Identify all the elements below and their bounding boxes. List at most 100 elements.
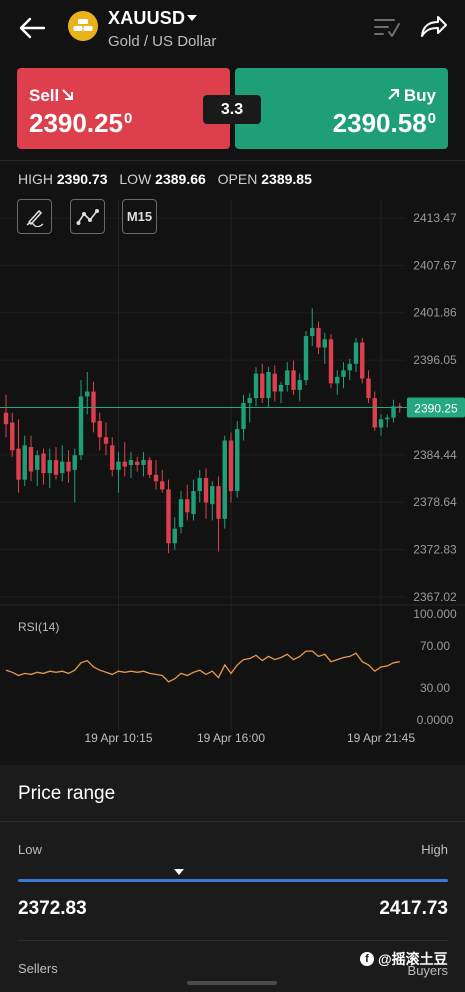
time-axis-label: 19 Apr 21:45 (347, 731, 415, 745)
candle-body (197, 478, 202, 492)
drawing-tool-button[interactable] (17, 199, 52, 234)
candle-body (3, 412, 9, 425)
arrow-up-right-icon (388, 89, 399, 100)
gold-bars-icon (68, 11, 98, 41)
candle-body (397, 406, 402, 408)
range-track (18, 879, 448, 882)
price-axis-label: 2407.67 (413, 258, 457, 272)
daily-stats: HIGH 2390.73 LOW 2389.66 OPEN 2389.85 (18, 171, 320, 187)
social-logo-icon: f (360, 952, 374, 966)
candle-body (103, 437, 109, 444)
candle-body (153, 474, 159, 482)
candle-body (372, 398, 377, 428)
candle-body (10, 422, 15, 451)
range-high-value: 2417.73 (379, 898, 448, 919)
buy-button[interactable]: Buy 2390.580 (235, 68, 448, 149)
candle-body (235, 429, 240, 492)
candle-body (178, 499, 184, 527)
candle-body (341, 370, 346, 377)
candle-body (291, 370, 296, 390)
current-price-tag (407, 397, 465, 418)
symbol-title[interactable]: XAUUSD (108, 8, 186, 28)
candle-body (172, 528, 177, 544)
sell-price-main: 2390.25 (29, 108, 123, 138)
candle-body (166, 489, 171, 544)
header: XAUUSD Gold / US Dollar (0, 0, 465, 58)
candle-body (272, 373, 277, 392)
candle-body (122, 461, 127, 467)
candle-body (147, 460, 152, 475)
candle-body (297, 380, 302, 390)
price-axis-label: 2384.44 (413, 448, 457, 462)
candle-body (253, 373, 259, 399)
range-low-label: Low (18, 842, 42, 857)
open-label: OPEN (217, 171, 258, 187)
candle-body (35, 455, 40, 470)
watermark-text: @摇滚土豆 (378, 951, 448, 967)
candle-body (116, 461, 121, 470)
candle-body (66, 461, 71, 472)
candle-body (160, 481, 165, 490)
candle-body (191, 491, 196, 514)
price-chart[interactable]: 2390.25 2413.47 2407.67 2401.86 2396.05 2384.… (0, 200, 465, 750)
home-indicator[interactable] (187, 981, 277, 985)
candle-body (41, 453, 46, 474)
buy-price-main: 2390.58 (332, 108, 427, 138)
candle-body (328, 339, 334, 384)
candle-body (72, 455, 77, 470)
candle-body (60, 461, 65, 474)
indicators-button[interactable] (70, 199, 105, 234)
rsi-axis-label: 30.00 (420, 681, 450, 695)
time-axis-label: 19 Apr 16:00 (197, 731, 265, 745)
candle-body (303, 336, 309, 381)
rsi-axis-label: 70.00 (420, 639, 450, 653)
range-marker-icon (174, 869, 185, 875)
back-button[interactable] (14, 10, 50, 46)
symbol-subtitle: Gold / US Dollar (108, 33, 217, 50)
low-value: 2389.66 (155, 171, 206, 187)
candle-body (210, 486, 215, 505)
range-high-label: High (421, 842, 448, 857)
price-axis-label: 2396.05 (413, 353, 457, 367)
open-value: 2389.85 (261, 171, 312, 187)
high-label: HIGH (18, 171, 53, 187)
candle-body (110, 445, 115, 470)
share-icon[interactable] (418, 12, 448, 42)
candle-body (378, 419, 384, 428)
candle-body (53, 460, 59, 475)
candle-body (310, 327, 315, 337)
candle-body (135, 461, 140, 465)
candle-body (266, 371, 271, 399)
current-price-label: 2390.25 (414, 401, 458, 415)
sell-price: 2390.250 (29, 108, 132, 139)
indicator-line-icon (76, 208, 99, 225)
divider (0, 821, 465, 822)
candle-body (247, 398, 252, 403)
pen-icon (26, 209, 43, 227)
rsi-axis-label: 100.000 (413, 607, 457, 621)
caret-down-icon[interactable] (186, 14, 198, 22)
candle-body (78, 396, 84, 456)
arrow-down-right-icon (62, 89, 73, 100)
rsi-label: RSI(14) (18, 620, 59, 634)
time-axis-label: 19 Apr 10:15 (84, 731, 152, 745)
candle-body (360, 342, 365, 379)
candle-body (97, 420, 102, 438)
divider (0, 160, 465, 161)
price-range-panel: Price range Low High 2372.83 2417.73 Sel… (0, 765, 465, 992)
candle-body (285, 370, 290, 386)
sell-button[interactable]: Sell 2390.250 (17, 68, 230, 149)
sort-icon[interactable] (372, 14, 402, 42)
candle-body (141, 460, 146, 465)
arrow-left-icon (19, 17, 46, 39)
panel-title: Price range (18, 783, 116, 804)
range-low-value: 2372.83 (18, 898, 87, 919)
candle-body (16, 448, 21, 480)
timeframe-button[interactable]: M15 (122, 199, 157, 234)
candle-body (85, 391, 90, 397)
rsi-line (5, 650, 400, 683)
watermark: f @摇滚土豆 (360, 949, 448, 969)
sell-label: Sell (29, 86, 60, 105)
candle-body (347, 363, 352, 371)
